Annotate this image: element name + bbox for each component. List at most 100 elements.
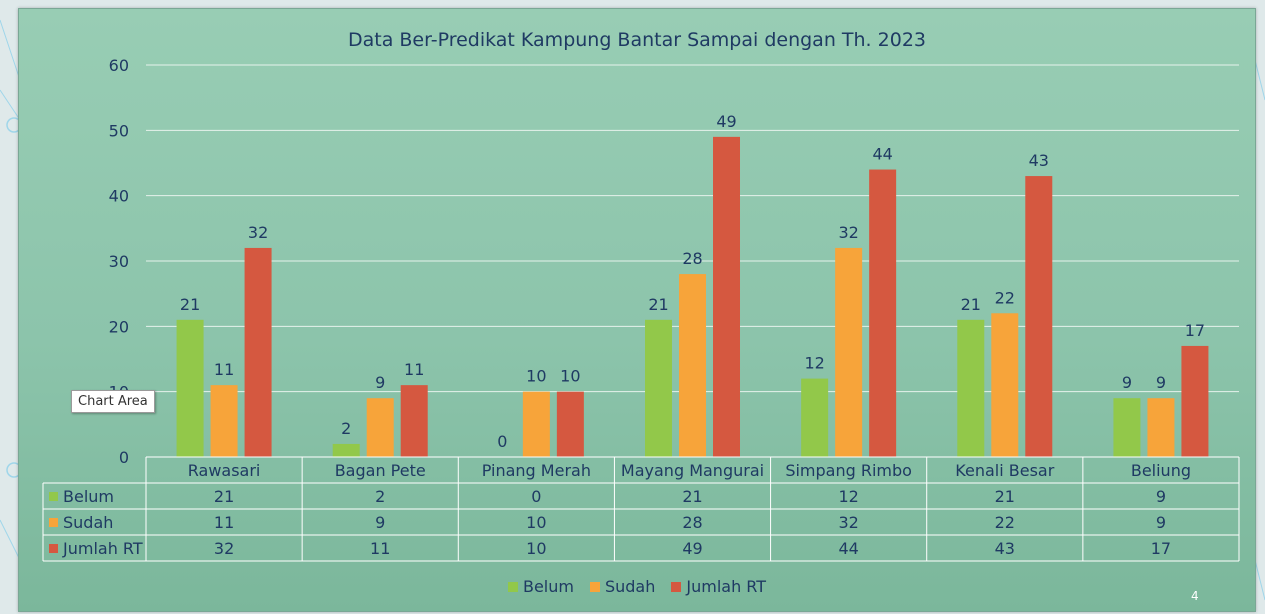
table-cell: 21 — [214, 487, 234, 506]
bar-sudah[interactable] — [1147, 398, 1175, 457]
data-label: 2 — [341, 419, 351, 438]
data-labels: 21 11 32 2 9 11 0 10 10 21 28 49 12 32 44 21 22 43 9 9 17 — [180, 112, 1205, 451]
page-number: 4 — [1191, 589, 1199, 603]
table-cell: 44 — [838, 539, 858, 558]
row-series-name: Sudah — [63, 513, 113, 532]
bar-sudah[interactable] — [835, 247, 863, 457]
legend-label: Belum — [522, 577, 574, 596]
table-cell: 11 — [214, 513, 234, 532]
table-cell: 21 — [682, 487, 702, 506]
bar-belum[interactable] — [332, 443, 360, 457]
table-cell: 11 — [370, 539, 390, 558]
table-cell: 17 — [1151, 539, 1171, 558]
table-cell: 0 — [531, 487, 541, 506]
category-label: Simpang Rimbo — [785, 461, 912, 480]
bar-belum[interactable] — [1113, 398, 1141, 457]
bar-chart: 0102030405060 21113229110101021284912324… — [42, 56, 1240, 562]
category-label: Bagan Pete — [335, 461, 426, 480]
data-label: 49 — [716, 112, 736, 131]
row-series-name: Belum — [63, 487, 114, 506]
category-label: Kenali Besar — [955, 461, 1054, 480]
data-label: 32 — [248, 223, 268, 242]
y-tick-label: 20 — [109, 317, 129, 336]
bar-jumlah-rt[interactable] — [713, 136, 740, 457]
bar-sudah[interactable] — [679, 274, 706, 457]
row-legend-key — [49, 544, 58, 553]
bar-jumlah-rt[interactable] — [1181, 345, 1209, 457]
data-label: 12 — [804, 354, 824, 373]
bar-belum[interactable] — [801, 378, 829, 457]
data-label: 21 — [648, 295, 668, 314]
bar-sudah[interactable] — [210, 385, 238, 457]
bar-sudah[interactable] — [991, 313, 1019, 457]
category-label: Beliung — [1131, 461, 1191, 480]
row-legend-key — [49, 492, 58, 501]
table-cell: 22 — [995, 513, 1015, 532]
table-cell: 32 — [214, 539, 234, 558]
legend-label: Jumlah RT — [686, 577, 767, 596]
bar-jumlah-rt[interactable] — [556, 391, 584, 457]
data-label: 9 — [375, 373, 385, 392]
data-label: 0 — [497, 432, 507, 451]
data-label: 10 — [526, 367, 546, 386]
bar-belum[interactable] — [645, 319, 672, 457]
data-label: 10 — [560, 367, 580, 386]
bars — [176, 136, 1209, 458]
bar-sudah[interactable] — [366, 398, 394, 457]
bar-belum[interactable] — [176, 319, 204, 457]
table-cell: 9 — [1156, 487, 1166, 506]
table-cell: 2 — [375, 487, 385, 506]
row-series-name: Jumlah RT — [62, 539, 143, 558]
table-cell: 21 — [995, 487, 1015, 506]
legend-item: Sudah — [589, 577, 656, 596]
chart-title: Data Ber-Predikat Kampung Bantar Sampai … — [347, 29, 926, 51]
data-table: Rawasari Bagan Pete Pinang Merah Mayang Man… — [42, 456, 1240, 562]
data-label: 21 — [961, 295, 981, 314]
table-cell: 32 — [838, 513, 858, 532]
y-axis-ticks: 0102030405060 — [109, 56, 129, 467]
data-label: 11 — [404, 360, 424, 379]
table-cell: 10 — [526, 539, 546, 558]
bar-jumlah-rt[interactable] — [869, 169, 897, 458]
legend-swatch — [671, 582, 682, 592]
data-label: 9 — [1122, 373, 1132, 392]
row-legend-key — [49, 518, 58, 527]
data-label: 17 — [1185, 321, 1205, 340]
data-label: 43 — [1029, 151, 1049, 170]
bar-jumlah-rt[interactable] — [1025, 176, 1053, 458]
data-label: 22 — [995, 288, 1015, 307]
legend-item: Jumlah RT — [671, 577, 766, 596]
legend-swatch — [507, 582, 518, 592]
y-tick-label: 30 — [109, 252, 129, 271]
bar-jumlah-rt[interactable] — [400, 385, 428, 457]
data-label: 11 — [214, 360, 234, 379]
data-label: 9 — [1156, 373, 1166, 392]
table-cell: 28 — [682, 513, 702, 532]
chart-area-tooltip: Chart Area — [71, 390, 155, 413]
data-label: 32 — [838, 223, 858, 242]
legend: Belum Sudah Jumlah RT — [19, 577, 1255, 596]
y-tick-label: 60 — [109, 56, 129, 75]
table-cell: 9 — [1156, 513, 1166, 532]
bar-belum[interactable] — [957, 319, 985, 457]
bar-jumlah-rt[interactable] — [244, 247, 272, 457]
bar-sudah[interactable] — [522, 391, 550, 457]
legend-item: Belum — [507, 577, 574, 596]
table-cell: 43 — [995, 539, 1015, 558]
category-label: Pinang Merah — [482, 461, 591, 480]
data-label: 21 — [180, 295, 200, 314]
category-label: Mayang Mangurai — [621, 461, 764, 480]
category-label: Rawasari — [188, 461, 261, 480]
y-tick-label: 50 — [109, 121, 129, 140]
chart-area[interactable]: Data Ber-Predikat Kampung Bantar Sampai … — [18, 8, 1256, 612]
table-cell: 12 — [838, 487, 858, 506]
data-label: 28 — [682, 249, 702, 268]
table-cell: 49 — [682, 539, 702, 558]
legend-swatch — [589, 582, 600, 592]
legend-label: Sudah — [604, 577, 656, 596]
y-tick-label: 40 — [109, 187, 129, 206]
y-tick-label: 0 — [119, 448, 129, 467]
table-cell: 10 — [526, 513, 546, 532]
data-label: 44 — [872, 145, 892, 164]
